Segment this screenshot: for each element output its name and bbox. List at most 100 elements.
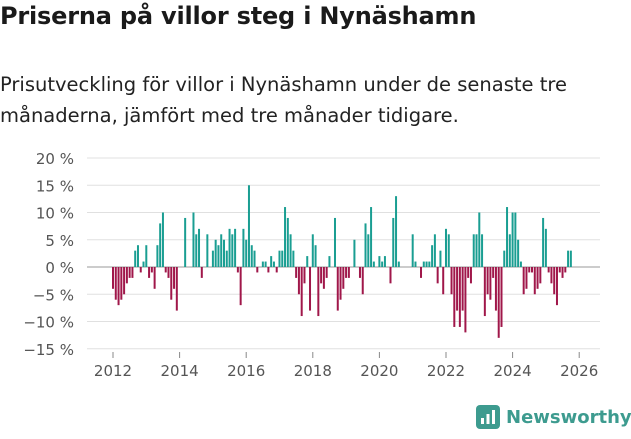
bar <box>214 239 217 267</box>
bar <box>195 234 198 267</box>
bar <box>431 245 434 267</box>
bar <box>320 267 323 284</box>
bar <box>153 267 156 289</box>
bar <box>500 267 503 327</box>
bar <box>272 261 275 267</box>
bar <box>444 228 447 267</box>
bar <box>370 207 373 267</box>
bar <box>198 228 201 267</box>
bar <box>175 267 178 311</box>
bar <box>547 267 550 273</box>
bar <box>367 234 370 267</box>
bar <box>531 267 534 273</box>
x-tick-label: 2014 <box>161 362 199 380</box>
bar <box>206 234 209 267</box>
bar <box>281 250 284 267</box>
bar <box>275 267 278 273</box>
bar <box>234 228 237 267</box>
y-tick-label: −5 % <box>33 286 74 304</box>
x-tick-label: 2024 <box>494 362 532 380</box>
bar <box>184 217 187 267</box>
bar <box>136 245 139 267</box>
bar <box>297 267 300 295</box>
bar <box>567 250 570 267</box>
y-tick-label: 15 % <box>36 177 74 195</box>
bar <box>372 261 375 267</box>
bar <box>317 267 320 317</box>
bar <box>220 234 223 267</box>
subtitle-line-2: månaderna, jämfört med tre månader tidig… <box>0 104 459 127</box>
x-tick-label: 2018 <box>294 362 332 380</box>
x-tick-label: 2022 <box>427 362 465 380</box>
bar <box>245 239 248 267</box>
bar <box>311 234 314 267</box>
y-tick-label: −10 % <box>23 314 74 332</box>
bar <box>425 261 428 267</box>
bar <box>514 212 517 267</box>
bar <box>464 267 467 333</box>
bar <box>555 267 558 306</box>
bar <box>411 234 414 267</box>
bar <box>525 267 528 289</box>
bar <box>539 267 542 284</box>
bar <box>339 267 342 300</box>
bar <box>223 239 225 267</box>
bar <box>333 217 336 267</box>
bar <box>550 267 553 284</box>
bar <box>458 267 461 327</box>
bar <box>134 250 137 267</box>
bar <box>511 212 514 267</box>
bar <box>309 267 312 311</box>
bar <box>303 267 306 284</box>
bar <box>247 185 250 267</box>
bar <box>156 245 159 267</box>
newsworthy-logo: Newsworthy <box>476 405 631 431</box>
bar <box>361 267 364 295</box>
bar <box>450 267 453 295</box>
bar <box>447 234 450 267</box>
bar <box>139 267 142 273</box>
bar <box>489 267 492 300</box>
bar <box>278 250 281 267</box>
bar <box>422 261 425 267</box>
bar <box>497 267 500 338</box>
bar <box>558 267 561 273</box>
bar <box>528 267 531 273</box>
newsworthy-bubble-icon <box>476 405 500 431</box>
bar <box>217 245 220 267</box>
bar <box>442 267 445 295</box>
bar <box>261 261 264 267</box>
bar <box>123 267 126 295</box>
bar <box>161 212 164 267</box>
bar <box>506 207 509 267</box>
bar <box>112 267 114 289</box>
bar <box>300 267 303 317</box>
bar <box>503 250 506 267</box>
y-tick-label: 10 % <box>36 205 74 223</box>
bar <box>314 245 317 267</box>
bar <box>345 267 348 278</box>
bar <box>553 267 556 295</box>
bar <box>328 256 331 267</box>
bar <box>114 267 117 300</box>
bar <box>270 256 273 267</box>
bar <box>381 261 384 267</box>
bar <box>472 234 475 267</box>
bar <box>414 261 417 267</box>
bar <box>353 239 356 267</box>
y-tick-label: −15 % <box>23 341 74 359</box>
bar <box>150 267 153 273</box>
bar <box>131 267 134 278</box>
bar <box>120 267 123 300</box>
bar <box>256 267 259 273</box>
bar <box>170 267 173 300</box>
x-tick-label: 2020 <box>360 362 398 380</box>
bar <box>231 234 234 267</box>
bar <box>517 239 520 267</box>
bar <box>564 267 567 273</box>
bar <box>148 267 151 278</box>
bar <box>453 267 456 327</box>
bar <box>358 267 361 278</box>
bar <box>142 261 145 267</box>
bar <box>383 256 386 267</box>
